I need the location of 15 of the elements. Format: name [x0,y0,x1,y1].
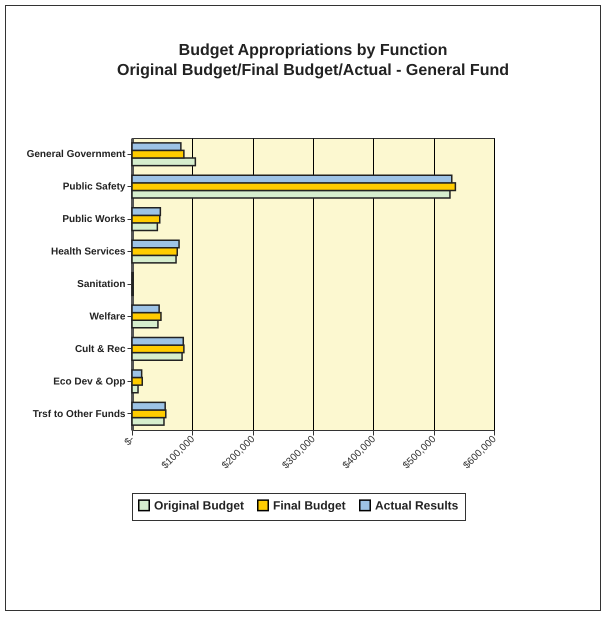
y-tick-label: Health Services [51,246,126,258]
legend-label: Final Budget [273,498,346,512]
y-tick-label: Welfare [90,311,126,322]
y-tick-label: Sanitation [77,279,126,290]
chart-title: Budget Appropriations by Function [178,42,448,59]
y-tick-label: Trsf to Other Funds [32,408,126,420]
y-tick-label: Public Works [62,214,126,226]
legend-label: Actual Results [375,498,459,512]
y-tick-label: Cult & Rec [74,344,126,355]
y-tick-label: General Government [26,149,126,160]
x-tick-label: $- [122,434,137,448]
y-tick-label: Eco Dev & Opp [53,376,126,388]
y-tick-label: Public Safety [62,182,126,193]
legend-label: Original Budget [154,498,244,512]
chart-subtitle: Original Budget/Final Budget/Actual - General Fund [116,62,510,79]
